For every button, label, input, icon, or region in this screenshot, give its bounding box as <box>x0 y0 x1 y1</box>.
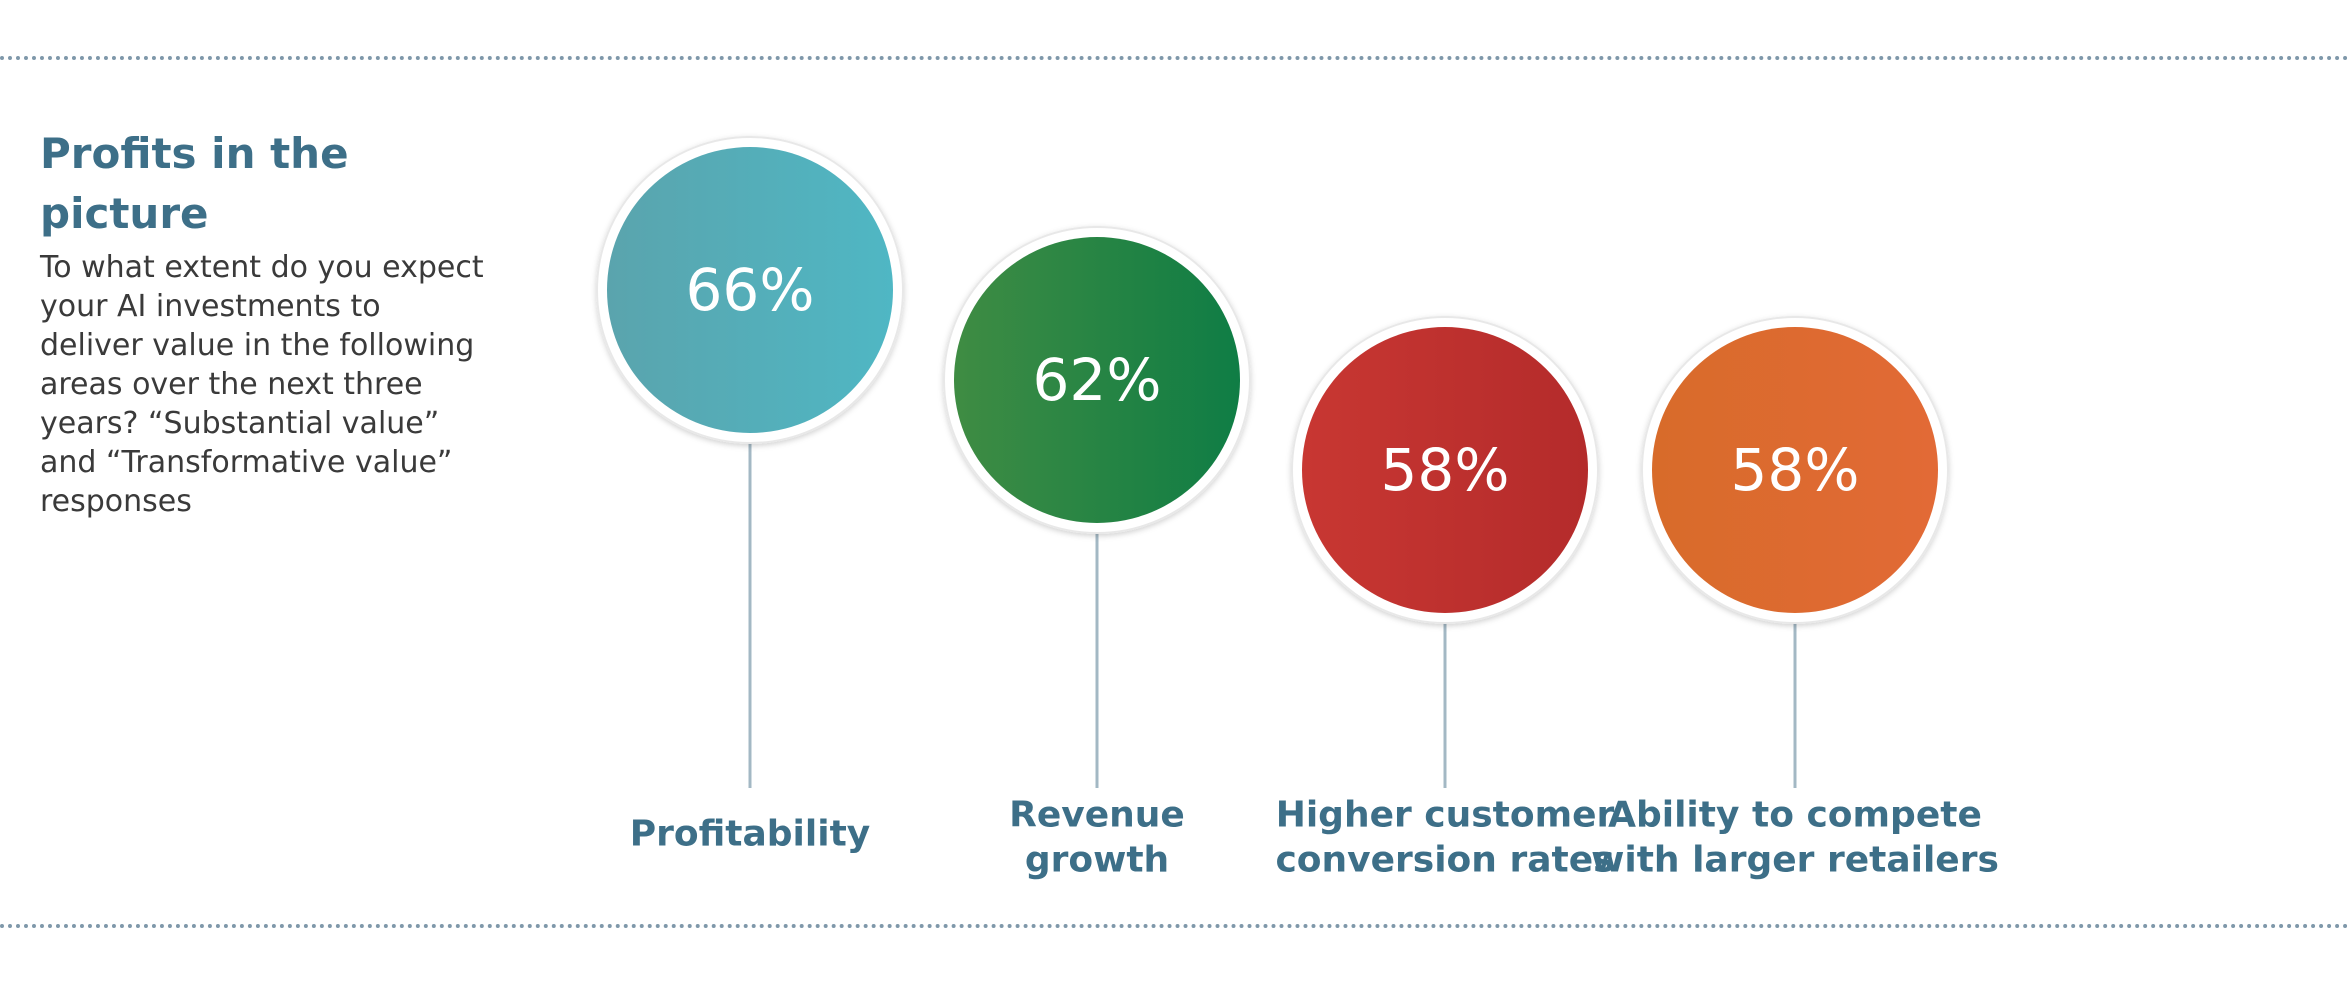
category-label: Higher customer <box>1276 795 1615 836</box>
bubble-value-label: 62% <box>1033 346 1162 414</box>
bubble-group-1: 66% Profitability <box>596 136 904 855</box>
bottom-dotted-divider <box>0 924 2350 928</box>
chart-title: Profits in the picture <box>40 129 349 238</box>
top-dotted-divider <box>0 56 2350 60</box>
bubble <box>1302 327 1588 613</box>
intro-panel: Profits in the picture To what extent do… <box>40 124 490 521</box>
category-label: growth <box>1025 840 1169 881</box>
bubble-value-label: 58% <box>1381 436 1510 504</box>
bubble <box>607 147 893 433</box>
category-label: conversion rates <box>1275 840 1614 881</box>
category-label: Revenue <box>1009 795 1185 836</box>
category-label: Profitability <box>630 814 871 855</box>
bubble-value-label: 66% <box>686 256 815 324</box>
bubble <box>954 237 1240 523</box>
bubble <box>1652 327 1938 613</box>
category-label: Ability to compete <box>1608 795 1982 836</box>
survey-question: To what extent do you expect your AI inv… <box>40 250 484 519</box>
category-label: with larger retailers <box>1591 840 1999 881</box>
bubble-value-label: 58% <box>1731 436 1860 504</box>
